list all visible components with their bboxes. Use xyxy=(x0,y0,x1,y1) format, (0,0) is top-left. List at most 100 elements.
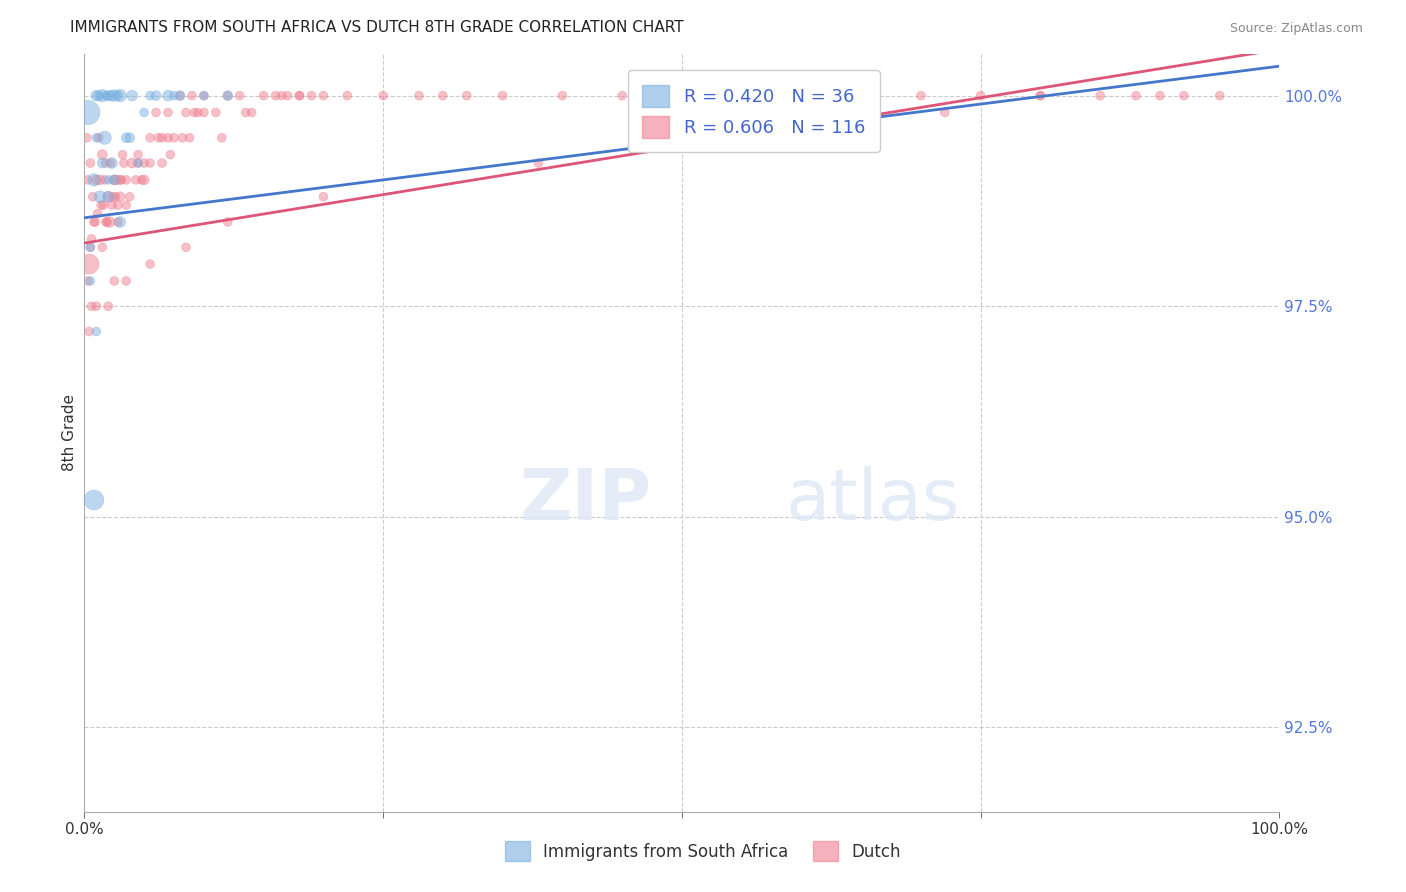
Legend: Immigrants from South Africa, Dutch: Immigrants from South Africa, Dutch xyxy=(492,828,914,875)
Point xyxy=(127,156,149,170)
Point xyxy=(193,88,215,103)
Point xyxy=(86,130,108,145)
Point xyxy=(83,215,105,229)
Point xyxy=(91,240,114,254)
Point xyxy=(77,325,100,339)
Point xyxy=(163,88,186,103)
Legend: R = 0.420   N = 36, R = 0.606   N = 116: R = 0.420 N = 36, R = 0.606 N = 116 xyxy=(627,70,880,153)
Point xyxy=(107,198,129,212)
Point xyxy=(103,173,125,187)
Text: ZIP: ZIP xyxy=(520,466,652,534)
Point xyxy=(83,173,105,187)
Point xyxy=(157,130,180,145)
Point xyxy=(94,156,117,170)
Point xyxy=(408,88,430,103)
Point xyxy=(83,493,105,508)
Point xyxy=(270,88,292,103)
Point xyxy=(551,88,574,103)
Point xyxy=(288,88,311,103)
Point xyxy=(139,130,162,145)
Point xyxy=(145,105,167,120)
Point xyxy=(111,147,134,161)
Point xyxy=(77,257,100,271)
Point xyxy=(86,299,108,313)
Point xyxy=(131,173,153,187)
Point xyxy=(373,88,395,103)
Text: IMMIGRANTS FROM SOUTH AFRICA VS DUTCH 8TH GRADE CORRELATION CHART: IMMIGRANTS FROM SOUTH AFRICA VS DUTCH 8T… xyxy=(70,20,683,35)
Point xyxy=(79,240,101,254)
Point xyxy=(193,88,215,103)
Point xyxy=(1090,88,1112,103)
Point xyxy=(103,88,125,103)
Point xyxy=(169,88,191,103)
Point xyxy=(86,173,108,187)
Point xyxy=(118,130,141,145)
Point xyxy=(91,88,114,103)
Point xyxy=(80,299,103,313)
Point xyxy=(612,88,634,103)
Point xyxy=(115,274,138,288)
Point xyxy=(163,130,186,145)
Point xyxy=(84,215,107,229)
Point xyxy=(80,232,103,246)
Point xyxy=(217,88,239,103)
Point xyxy=(139,88,162,103)
Point xyxy=(107,215,129,229)
Point xyxy=(217,215,239,229)
Point xyxy=(731,130,754,145)
Point xyxy=(86,88,108,103)
Point xyxy=(150,130,173,145)
Point xyxy=(87,130,110,145)
Point xyxy=(115,130,138,145)
Point xyxy=(193,105,215,120)
Point xyxy=(110,190,132,204)
Point xyxy=(97,299,120,313)
Point xyxy=(288,88,311,103)
Point xyxy=(98,215,121,229)
Point xyxy=(240,105,263,120)
Point xyxy=(93,173,115,187)
Point xyxy=(77,105,100,120)
Point xyxy=(910,88,932,103)
Point xyxy=(127,147,149,161)
Point xyxy=(96,215,118,229)
Point xyxy=(253,88,276,103)
Point xyxy=(1209,88,1232,103)
Point xyxy=(89,190,111,204)
Point xyxy=(148,130,170,145)
Point xyxy=(157,105,180,120)
Point xyxy=(94,215,117,229)
Point xyxy=(91,147,114,161)
Point xyxy=(101,190,124,204)
Point xyxy=(217,88,239,103)
Point xyxy=(100,156,122,170)
Text: atlas: atlas xyxy=(786,466,960,534)
Point xyxy=(110,173,132,187)
Point xyxy=(159,147,181,161)
Point xyxy=(1149,88,1171,103)
Y-axis label: 8th Grade: 8th Grade xyxy=(62,394,77,471)
Point xyxy=(118,190,141,204)
Point xyxy=(183,105,205,120)
Point xyxy=(121,156,143,170)
Point xyxy=(79,156,101,170)
Point xyxy=(110,88,132,103)
Point xyxy=(211,130,233,145)
Point xyxy=(731,88,754,103)
Point xyxy=(97,173,120,187)
Point xyxy=(101,156,124,170)
Point xyxy=(105,173,128,187)
Point xyxy=(264,88,287,103)
Point xyxy=(82,190,104,204)
Point xyxy=(132,105,156,120)
Point xyxy=(139,257,162,271)
Point xyxy=(110,173,132,187)
Point xyxy=(104,190,127,204)
Point xyxy=(169,88,191,103)
Point xyxy=(90,198,112,212)
Point xyxy=(1029,88,1052,103)
Point xyxy=(115,173,138,187)
Point xyxy=(103,274,125,288)
Point xyxy=(145,88,167,103)
Point xyxy=(277,88,299,103)
